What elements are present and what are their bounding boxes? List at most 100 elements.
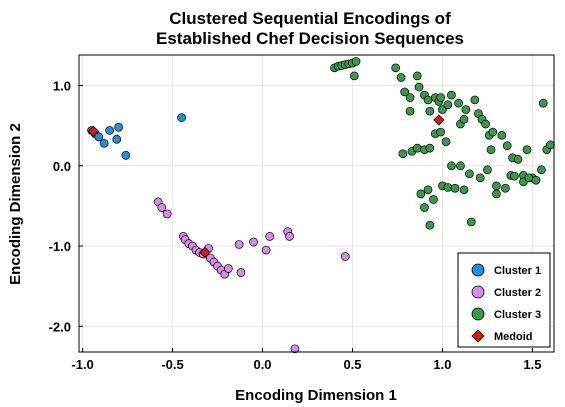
cluster-3-point [537,165,546,175]
cluster-3-point [405,106,415,116]
cluster-3-point [481,119,490,129]
cluster-3-point [443,100,453,110]
cluster-2-point [157,203,167,212]
cluster-2-point [249,237,258,247]
cluster-3-point [524,173,534,183]
cluster-3-point [398,149,408,159]
legend-marker-cluster-1 [471,263,485,277]
legend-label-cluster-2: Cluster 2 [494,287,541,299]
y-axis-label: Encoding Dimension 2 [7,123,24,285]
cluster-3-point [459,114,469,124]
cluster-3-point [488,127,498,137]
x-tick-label: 0.5 [343,357,361,372]
legend-marker-cluster-2 [471,285,485,299]
cluster-2-point [162,209,172,219]
cluster-3-point [459,185,469,195]
cluster-3-point [475,173,485,183]
cluster-3-point [531,175,541,185]
cluster-1-point [121,150,131,160]
cluster-3-point [425,220,435,230]
medoid-point [199,246,211,259]
cluster-3-point [443,183,453,192]
cluster-3-point [538,98,548,108]
x-tick-label: 1.5 [523,357,541,372]
cluster-3-point [492,189,501,199]
cluster-3-point [470,95,480,105]
cluster-3-point [425,106,435,116]
cluster-1-point [112,134,122,144]
legend-label-cluster-1: Cluster 1 [494,265,541,277]
y-tick-label: 0.0 [53,159,71,174]
legend-label-cluster-3: Cluster 3 [494,309,541,321]
cluster-3-point [416,189,426,199]
cluster-1-point [177,113,186,122]
cluster-3-point [349,71,359,81]
x-axis-label: Encoding Dimension 1 [235,387,397,404]
cluster-3-point [436,93,445,102]
cluster-2-point [265,232,275,241]
x-tick-label: 1.0 [433,357,451,372]
cluster-3-point [497,130,507,140]
cluster-3-point [436,127,445,137]
cluster-3-point [400,87,410,97]
legend-marker-medoid [471,329,485,343]
cluster-3-point [465,169,474,179]
x-tick-label: -1.0 [71,357,93,372]
cluster-3-point [423,95,433,105]
plot-frame [78,54,555,353]
cluster-3-point [492,181,501,191]
x-tick-label: -0.5 [161,357,183,372]
chart-title-line-1: Clustered Sequential Encodings of [169,9,451,28]
cluster-3-point [456,161,465,171]
cluster-3-point [396,73,406,82]
axis-ticks: -1.0 -0.5 0.0 0.5 1.0 1.5 -2.0 -1.0 0.0 1.0 [49,79,542,372]
cluster-3-point [466,217,476,227]
cluster-1-point [114,122,123,132]
cluster-3-point [522,145,532,155]
cluster-2-point [234,240,244,249]
cluster-3-point [486,145,496,155]
legend-label-medoid: Medoid [494,331,533,343]
cluster-3-point [423,185,433,195]
chart-title-line-2: Established Chef Decision Sequences [156,29,464,48]
data-points [87,57,555,354]
cluster-3-point [502,141,512,151]
cluster-3-point [414,82,424,92]
cluster-3-point [510,171,519,181]
cluster-3-point [412,143,422,153]
cluster-3-point [425,143,435,153]
cluster-3-point [412,71,422,81]
y-tick-label: 1.0 [53,79,71,94]
grid-lines [79,55,554,352]
cluster-3-point [461,105,471,114]
cluster-1-point [105,126,114,135]
cluster-2-point [236,268,246,277]
cluster-3-point [450,183,460,193]
cluster-3-point [405,93,415,102]
legend: Cluster 1 Cluster 2 Cluster 3 Medoid [457,252,551,348]
cluster-3-point [501,183,510,193]
cluster-3-point [391,63,401,73]
cluster-1-point [99,138,109,148]
cluster-3-point [447,90,456,100]
cluster-1-point [94,132,104,142]
medoid-point [433,114,445,126]
cluster-3-point [447,161,456,171]
cluster-3-point [441,137,451,147]
cluster-2-point [285,232,294,241]
x-tick-label: 0.0 [253,357,271,372]
cluster-2-point [261,245,271,255]
cluster-2-point [290,344,300,354]
y-tick-label: -1.0 [49,239,71,254]
cluster-3-point [429,195,438,204]
legend-marker-cluster-3 [471,307,485,321]
cluster-3-point [483,165,492,175]
cluster-3-point [454,98,463,108]
cluster-3-point [438,105,447,114]
cluster-3-point [513,155,523,164]
medoid-point [87,125,99,137]
cluster-2-point [340,252,350,261]
cluster-3-point [420,203,429,212]
cluster-3-point [351,57,361,66]
